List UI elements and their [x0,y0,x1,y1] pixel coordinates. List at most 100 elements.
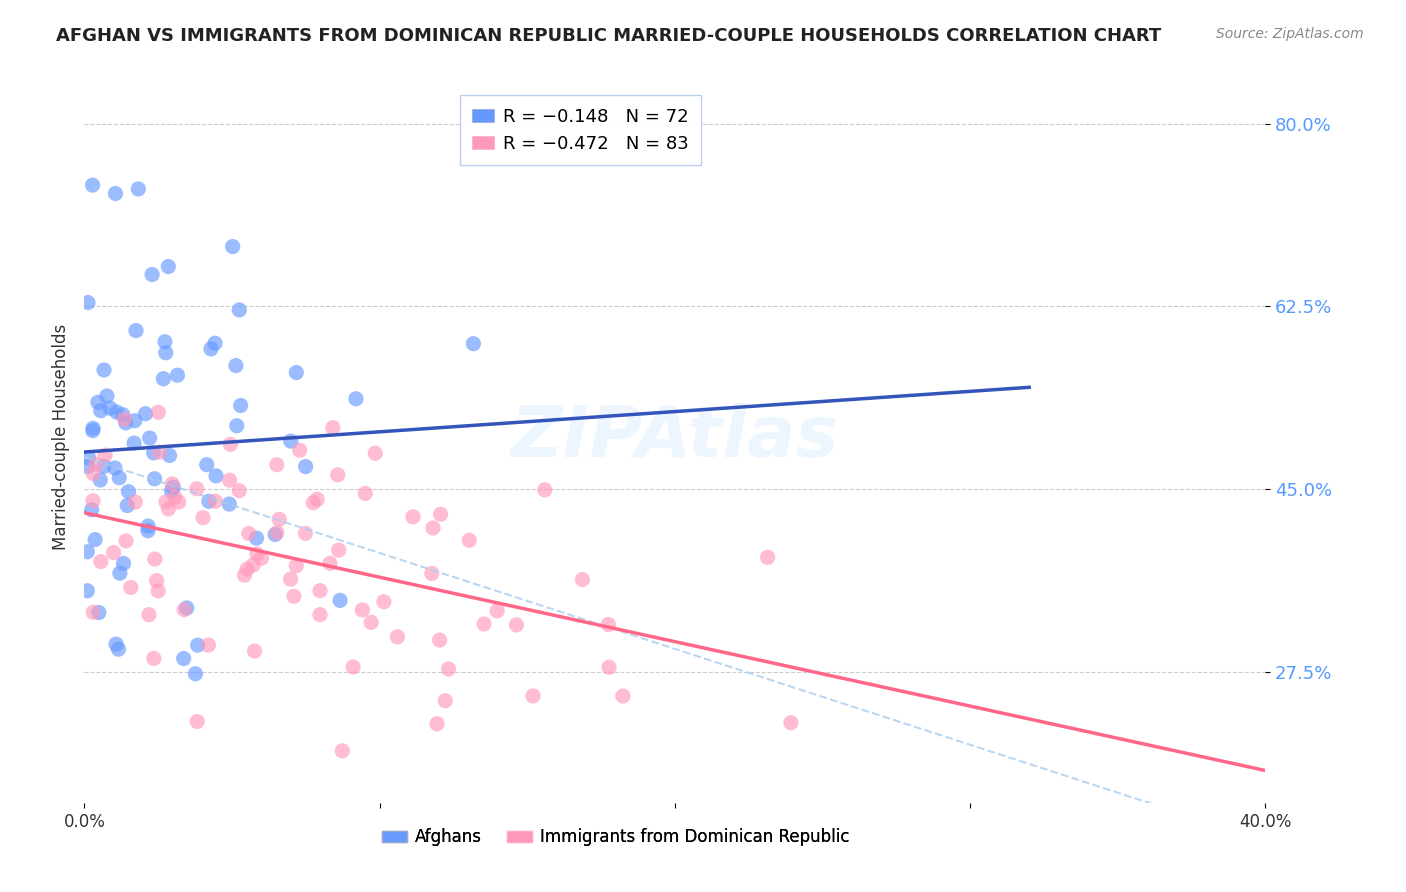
Immigrants from Dominican Republic [326,467,349,482]
Immigrants from Dominican Republic [309,583,332,598]
Immigrants from Dominican Republic [756,550,779,565]
Afghans [142,446,165,460]
Immigrants from Dominican Republic [330,744,353,758]
Immigrants from Dominican Republic [242,558,264,572]
Immigrants from Dominican Republic [142,651,165,665]
Afghans [98,401,121,416]
Afghans [162,480,184,494]
Afghans [93,459,115,474]
Afghans [80,502,103,516]
Immigrants from Dominican Republic [155,495,177,509]
Immigrants from Dominican Republic [387,630,409,644]
Immigrants from Dominican Republic [354,486,377,500]
Immigrants from Dominican Republic [302,496,325,510]
Text: Source: ZipAtlas.com: Source: ZipAtlas.com [1216,27,1364,41]
Afghans [294,459,316,474]
Immigrants from Dominican Republic [522,689,544,703]
Afghans [82,421,104,435]
Afghans [200,342,222,356]
Afghans [104,461,127,475]
Immigrants from Dominican Republic [280,572,302,586]
Immigrants from Dominican Republic [266,458,288,472]
Afghans [228,302,250,317]
Immigrants from Dominican Republic [160,476,183,491]
Afghans [159,449,181,463]
Immigrants from Dominican Republic [236,562,259,576]
Afghans [77,459,100,474]
Afghans [136,519,159,533]
Afghans [111,408,134,422]
Afghans [107,642,129,657]
Immigrants from Dominican Republic [90,555,112,569]
Immigrants from Dominican Republic [115,533,138,548]
Afghans [77,450,100,465]
Immigrants from Dominican Republic [373,595,395,609]
Immigrants from Dominican Republic [294,526,316,541]
Afghans [218,497,240,511]
Afghans [90,403,112,417]
Afghans [82,178,104,193]
Immigrants from Dominican Republic [186,482,208,496]
Immigrants from Dominican Republic [138,607,160,622]
Immigrants from Dominican Republic [157,501,180,516]
Immigrants from Dominican Republic [250,551,273,566]
Immigrants from Dominican Republic [218,473,240,487]
Afghans [225,359,247,373]
Immigrants from Dominican Republic [422,521,444,535]
Y-axis label: Married-couple Households: Married-couple Households [52,324,70,550]
Afghans [134,407,156,421]
Afghans [76,583,98,598]
Afghans [117,499,139,513]
Immigrants from Dominican Republic [191,510,214,524]
Immigrants from Dominican Republic [429,633,451,648]
Immigrants from Dominican Republic [285,558,308,573]
Afghans [141,268,163,282]
Afghans [93,363,115,377]
Immigrants from Dominican Republic [505,618,527,632]
Afghans [285,366,308,380]
Afghans [124,414,146,428]
Afghans [105,405,128,419]
Afghans [114,416,136,430]
Afghans [108,471,131,485]
Afghans [280,434,302,449]
Afghans [112,557,135,571]
Afghans [222,239,245,253]
Immigrants from Dominican Republic [167,495,190,509]
Afghans [195,458,218,472]
Afghans [184,666,207,681]
Text: AFGHAN VS IMMIGRANTS FROM DOMINICAN REPUBLIC MARRIED-COUPLE HOUSEHOLDS CORRELATI: AFGHAN VS IMMIGRANTS FROM DOMINICAN REPU… [56,27,1161,45]
Afghans [225,418,247,433]
Afghans [117,484,139,499]
Immigrants from Dominican Republic [94,448,117,462]
Afghans [198,494,221,508]
Immigrants from Dominican Republic [426,716,449,731]
Immigrants from Dominican Republic [145,574,167,588]
Afghans [264,527,287,541]
Legend: Afghans, Immigrants from Dominican Republic: Afghans, Immigrants from Dominican Repub… [375,822,856,853]
Immigrants from Dominican Republic [148,405,170,419]
Immigrants from Dominican Republic [364,446,387,460]
Afghans [127,182,149,196]
Immigrants from Dominican Republic [243,644,266,658]
Immigrants from Dominican Republic [612,689,634,703]
Immigrants from Dominican Republic [103,546,125,560]
Immigrants from Dominican Republic [571,573,593,587]
Afghans [138,431,160,445]
Immigrants from Dominican Republic [146,583,169,598]
Afghans [204,336,226,351]
Immigrants from Dominican Republic [228,483,250,498]
Afghans [187,638,209,652]
Afghans [84,533,107,547]
Immigrants from Dominican Republic [360,615,382,630]
Afghans [108,566,131,581]
Immigrants from Dominican Republic [204,494,226,508]
Immigrants from Dominican Republic [598,617,620,632]
Afghans [344,392,367,406]
Immigrants from Dominican Republic [307,492,329,507]
Immigrants from Dominican Republic [246,547,269,561]
Immigrants from Dominican Republic [402,509,425,524]
Immigrants from Dominican Republic [82,605,104,619]
Immigrants from Dominican Republic [163,490,186,504]
Immigrants from Dominican Republic [283,589,305,603]
